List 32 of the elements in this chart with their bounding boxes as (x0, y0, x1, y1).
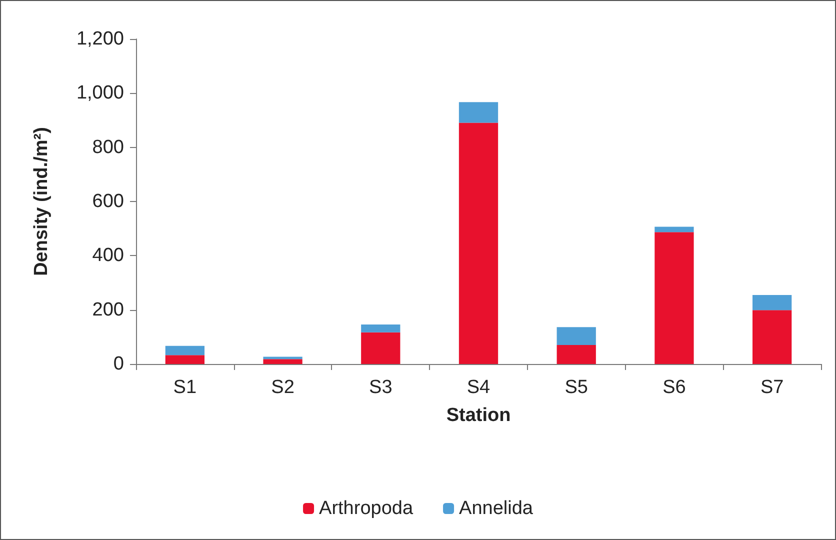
bar (752, 294, 792, 310)
bar (556, 327, 596, 346)
bar (654, 226, 694, 232)
bar (752, 310, 792, 364)
bar (263, 359, 302, 364)
bar (263, 356, 302, 360)
bar (165, 355, 204, 364)
x-tick-label: S4 (466, 377, 491, 398)
x-tick-label: S5 (564, 377, 588, 398)
bar (458, 122, 498, 364)
y-tick-label: 0 (113, 354, 124, 374)
bar (654, 232, 694, 364)
y-tick-label: 1,000 (76, 82, 124, 104)
bar (458, 102, 498, 123)
bar (361, 332, 400, 364)
x-tick-label: S7 (760, 377, 784, 398)
x-tick-label: S2 (271, 377, 294, 398)
bar (361, 324, 400, 332)
x-axis-title: Station (446, 405, 511, 426)
y-tick-label: 400 (92, 245, 124, 266)
x-tick-label: S1 (173, 377, 197, 398)
legend-label: Arthropoda (319, 498, 414, 519)
bar (165, 346, 204, 356)
y-axis-title: Density (ind./m²) (31, 127, 52, 276)
x-tick-label: S3 (369, 377, 392, 398)
bar (556, 345, 596, 364)
legend-label: Annelida (459, 498, 534, 519)
x-tick-label: S6 (662, 377, 686, 398)
y-tick-label: 200 (92, 299, 124, 320)
y-tick-label: 800 (92, 136, 124, 158)
y-tick-label: 1,200 (76, 28, 124, 50)
y-tick-label: 600 (92, 191, 124, 212)
